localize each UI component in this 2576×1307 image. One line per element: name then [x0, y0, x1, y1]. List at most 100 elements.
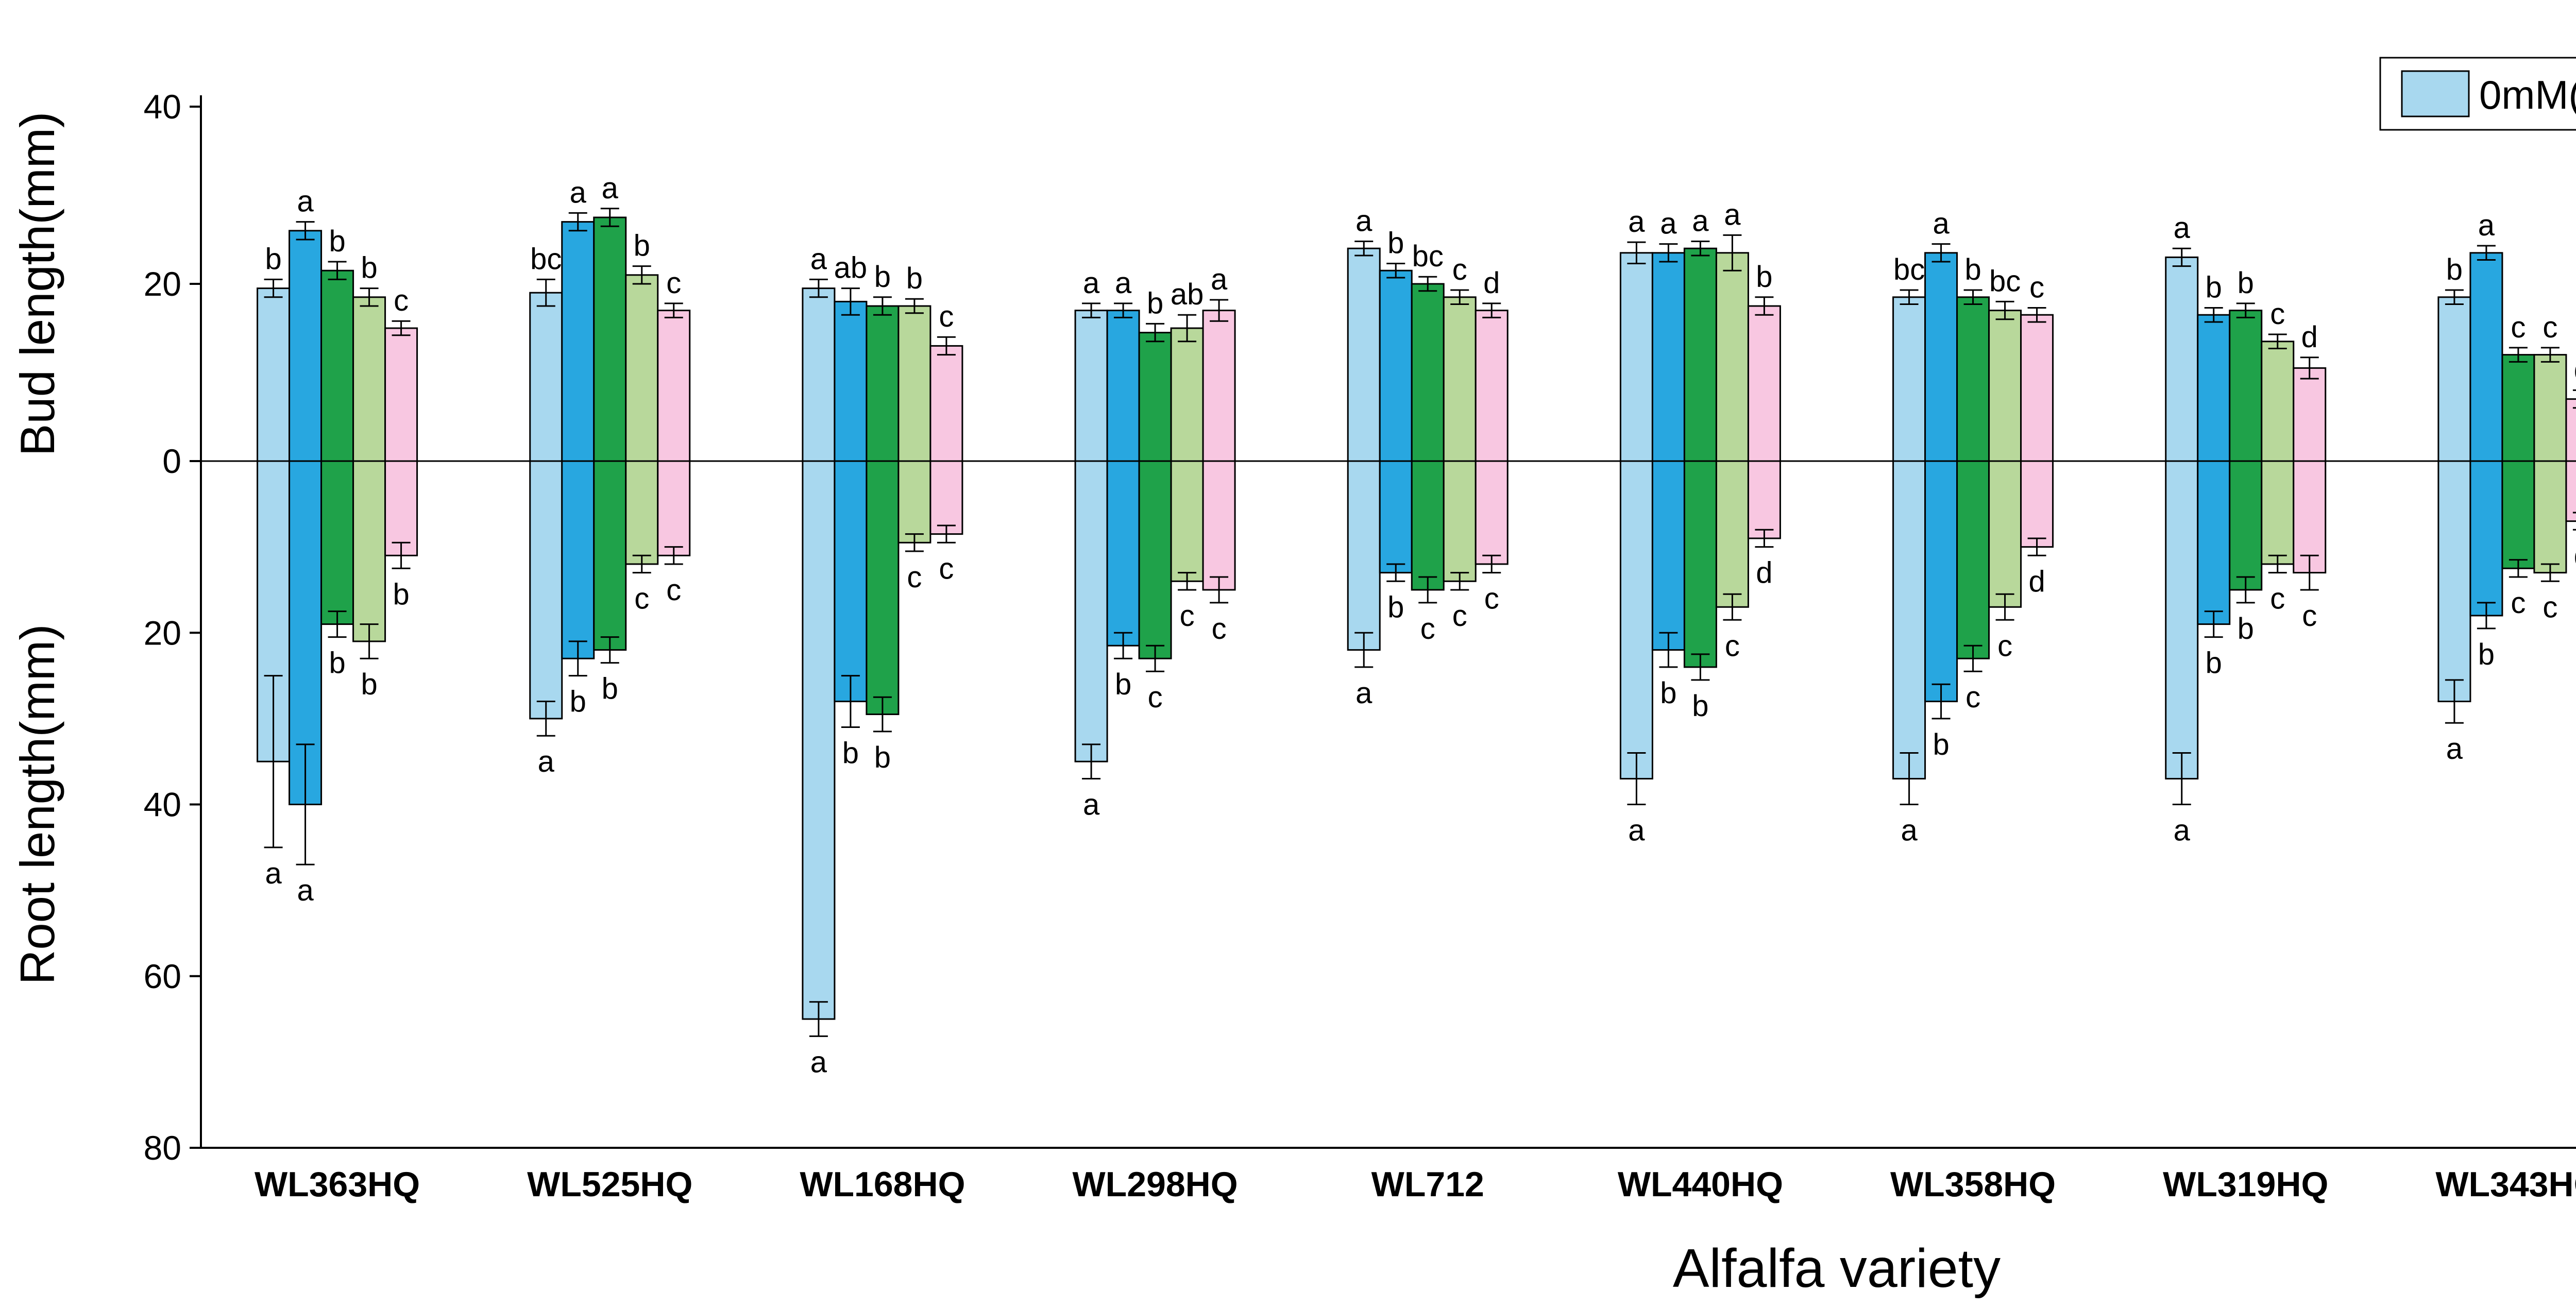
root-sig-letter: b: [1387, 590, 1404, 624]
y-axis-title-root: Root length(mm): [10, 624, 64, 985]
root-sig-letter: a: [1083, 788, 1100, 822]
bud-sig-letter: a: [602, 172, 619, 205]
bud-bar-20mM-WL363HQ: [384, 327, 418, 462]
root-bar-20mM-WL298HQ: [1202, 460, 1236, 591]
root-bar-0mM(CK)-WL712: [1347, 460, 1381, 651]
bud-sig-letter: b: [874, 260, 891, 294]
bud-sig-letter: a: [1083, 266, 1100, 300]
root-bar-5mM-WL525HQ: [561, 460, 595, 659]
y-tick-label: 40: [144, 88, 181, 126]
bud-bar-20mM-WL358HQ: [2020, 314, 2054, 462]
bud-bar-10mM-WL440HQ: [1683, 247, 1717, 462]
bud-bar-15mM-WL319HQ: [2261, 341, 2295, 462]
root-bar-10mM-WL712: [1411, 460, 1445, 591]
bud-sig-letter: b: [2238, 266, 2254, 300]
bud-sig-letter: ab: [1171, 278, 1204, 311]
root-bar-20mM-WL363HQ: [384, 460, 418, 556]
root-sig-letter: c: [2302, 599, 2317, 633]
bud-bar-0mM(CK)-WL712: [1347, 247, 1381, 462]
bud-bar-5mM-WL712: [1379, 269, 1413, 462]
bud-bar-0mM(CK)-WL168HQ: [802, 287, 836, 462]
root-sig-letter: b: [361, 668, 377, 701]
bud-sig-letter: d: [2301, 320, 2318, 354]
bud-bar-20mM-WL440HQ: [1747, 305, 1781, 462]
bud-bar-5mM-WL440HQ: [1651, 252, 1685, 462]
root-sig-letter: a: [1628, 814, 1645, 847]
bud-bar-0mM(CK)-WL298HQ: [1074, 310, 1108, 462]
bud-sig-letter: a: [1933, 207, 1950, 241]
bud-bar-5mM-WL525HQ: [561, 221, 595, 462]
bud-bar-20mM-WL525HQ: [657, 310, 691, 462]
bud-bar-0mM(CK)-WL525HQ: [529, 292, 563, 462]
root-bar-20mM-WL343HQ: [2565, 460, 2576, 522]
y-tick-label: 80: [144, 1129, 181, 1167]
bud-bar-10mM-WL358HQ: [1956, 296, 1990, 462]
bud-sig-letter: b: [906, 262, 923, 295]
root-sig-letter: a: [2446, 732, 2463, 766]
root-bar-5mM-WL343HQ: [2469, 460, 2503, 617]
root-sig-letter: b: [329, 647, 345, 680]
root-bar-10mM-WL358HQ: [1956, 460, 1990, 659]
bud-bar-5mM-WL168HQ: [834, 300, 868, 462]
bud-sig-letter: a: [297, 185, 314, 218]
x-tick-label: WL168HQ: [800, 1165, 965, 1204]
root-sig-letter: a: [538, 745, 555, 778]
bud-bar-20mM-WL168HQ: [929, 345, 963, 462]
root-bar-15mM-WL525HQ: [625, 460, 659, 565]
root-bar-10mM-WL343HQ: [2501, 460, 2535, 569]
root-sig-letter: b: [1660, 676, 1676, 710]
root-sig-letter: b: [2206, 647, 2222, 680]
y-tick-label: 0: [162, 442, 181, 480]
x-tick-label: WL712: [1371, 1165, 1484, 1204]
bud-sig-letter: a: [1355, 204, 1372, 237]
root-bar-5mM-WL168HQ: [834, 460, 868, 703]
bud-sig-letter: a: [1628, 205, 1645, 239]
root-bar-10mM-WL525HQ: [593, 460, 627, 651]
bud-sig-letter: c: [394, 284, 409, 317]
bud-bar-0mM(CK)-WL363HQ: [257, 287, 291, 462]
bud-bar-5mM-WL363HQ: [289, 230, 323, 462]
root-bar-5mM-WL712: [1379, 460, 1413, 574]
bud-sig-letter: a: [1692, 204, 1709, 237]
bud-bar-0mM(CK)-WL343HQ: [2437, 296, 2471, 462]
y-tick-label: 40: [144, 786, 181, 824]
root-sig-letter: c: [1452, 599, 1467, 633]
root-sig-letter: b: [570, 685, 586, 719]
bud-sig-letter: b: [1756, 260, 1772, 294]
bud-bar-15mM-WL358HQ: [1988, 310, 2022, 462]
root-bar-0mM(CK)-WL440HQ: [1619, 460, 1653, 780]
bud-bar-0mM(CK)-WL319HQ: [2165, 256, 2199, 462]
bud-bar-10mM-WL343HQ: [2501, 354, 2535, 462]
x-tick-label: WL298HQ: [1072, 1165, 1238, 1204]
bud-bar-0mM(CK)-WL358HQ: [1892, 296, 1926, 462]
root-sig-letter: c: [1997, 629, 2012, 663]
bud-sig-letter: c: [2029, 270, 2044, 304]
root-bar-20mM-WL712: [1475, 460, 1509, 565]
root-bar-5mM-WL440HQ: [1651, 460, 1685, 651]
root-bar-0mM(CK)-WL343HQ: [2437, 460, 2471, 703]
bud-bar-20mM-WL712: [1475, 310, 1509, 462]
root-sig-letter: c: [1180, 599, 1195, 633]
bud-bar-15mM-WL298HQ: [1170, 327, 1204, 462]
bud-bar-5mM-WL343HQ: [2469, 252, 2503, 462]
x-tick-label: WL319HQ: [2163, 1165, 2328, 1204]
bud-sig-letter: d: [2574, 353, 2576, 386]
root-sig-letter: b: [874, 741, 891, 774]
root-sig-letter: c: [1484, 582, 1499, 616]
root-bar-0mM(CK)-WL168HQ: [802, 460, 836, 1020]
bud-sig-letter: a: [1660, 207, 1677, 241]
x-tick-label: WL363HQ: [255, 1165, 420, 1204]
root-bar-10mM-WL440HQ: [1683, 460, 1717, 668]
root-sig-letter: d: [2028, 565, 2045, 598]
root-bar-0mM(CK)-WL319HQ: [2165, 460, 2199, 780]
root-bar-15mM-WL319HQ: [2261, 460, 2295, 565]
root-sig-letter: b: [1692, 689, 1708, 723]
bud-sig-letter: a: [1115, 266, 1132, 300]
bud-bar-15mM-WL525HQ: [625, 274, 659, 462]
root-bar-5mM-WL358HQ: [1924, 460, 1958, 703]
bud-sig-letter: c: [666, 266, 681, 300]
root-sig-letter: c: [666, 573, 681, 607]
bud-sig-letter: d: [1483, 266, 1500, 300]
root-bar-15mM-WL363HQ: [352, 460, 386, 642]
bud-sig-letter: a: [570, 176, 587, 209]
